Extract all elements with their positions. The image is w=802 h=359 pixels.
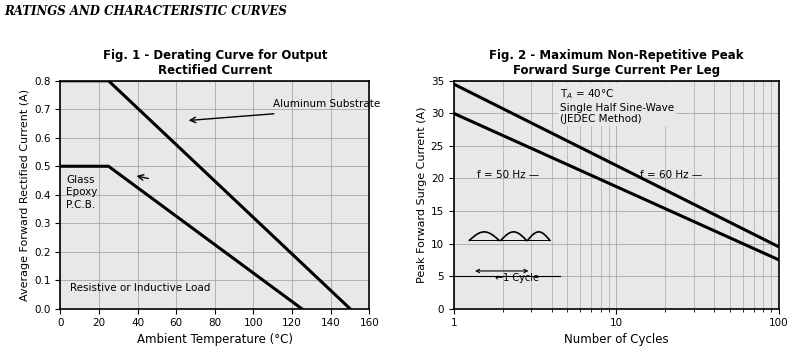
Text: T$_A$ = 40°C
Single Half Sine-Wave
(JEDEC Method): T$_A$ = 40°C Single Half Sine-Wave (JEDE…	[559, 87, 673, 124]
Title: Fig. 1 - Derating Curve for Output
Rectified Current: Fig. 1 - Derating Curve for Output Recti…	[103, 49, 326, 77]
Text: ←1 Cycle: ←1 Cycle	[495, 273, 538, 283]
Text: f = 60 Hz —: f = 60 Hz —	[639, 170, 702, 180]
Text: RATINGS AND CHARACTERISTIC CURVES: RATINGS AND CHARACTERISTIC CURVES	[4, 5, 286, 18]
Y-axis label: Average Forward Rectified Current (A): Average Forward Rectified Current (A)	[20, 89, 30, 301]
Y-axis label: Peak Forward Surge Current (A): Peak Forward Surge Current (A)	[416, 107, 426, 283]
Title: Fig. 2 - Maximum Non-Repetitive Peak
Forward Surge Current Per Leg: Fig. 2 - Maximum Non-Repetitive Peak For…	[488, 49, 743, 77]
Text: Resistive or Inductive Load: Resistive or Inductive Load	[70, 283, 210, 293]
Text: Glass
Epoxy
P.C.B.: Glass Epoxy P.C.B.	[66, 175, 97, 210]
Text: Aluminum Substrate: Aluminum Substrate	[273, 99, 379, 109]
X-axis label: Number of Cycles: Number of Cycles	[563, 333, 668, 346]
Text: f = 50 Hz —: f = 50 Hz —	[477, 170, 539, 180]
X-axis label: Ambient Temperature (°C): Ambient Temperature (°C)	[136, 333, 293, 346]
